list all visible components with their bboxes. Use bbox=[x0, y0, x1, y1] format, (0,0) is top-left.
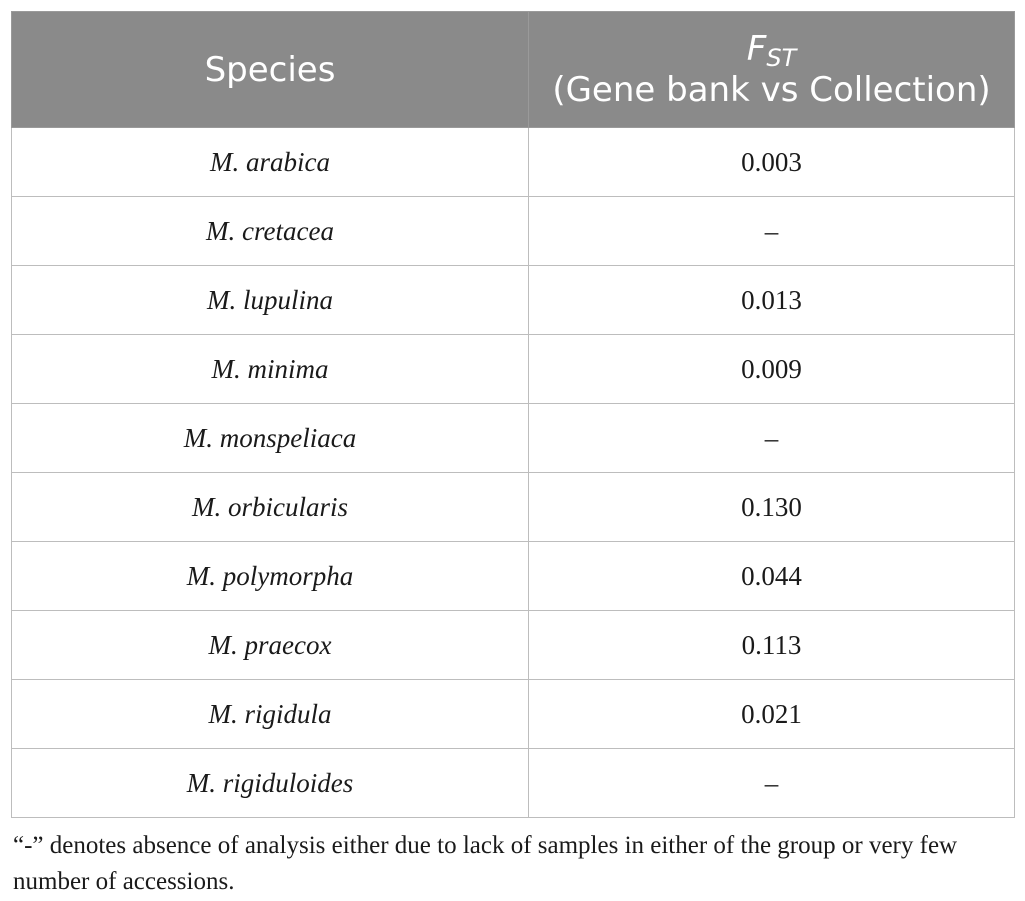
fst-letter: F bbox=[746, 29, 767, 69]
table-header-row: Species FST (Gene bank vs Collection) bbox=[11, 11, 1015, 128]
species-cell: M. cretacea bbox=[11, 196, 529, 266]
table-row: M. praecox 0.113 bbox=[11, 610, 1015, 680]
fst-value-cell: 0.009 bbox=[528, 334, 1015, 404]
species-cell: M. lupulina bbox=[11, 265, 529, 335]
species-cell: M. monspeliaca bbox=[11, 403, 529, 473]
table-row: M. minima 0.009 bbox=[11, 334, 1015, 404]
fst-value-cell: – bbox=[528, 196, 1015, 266]
fst-value-cell: 0.021 bbox=[528, 679, 1015, 749]
species-cell: M. rigiduloides bbox=[11, 748, 529, 818]
fst-value-cell: 0.003 bbox=[528, 127, 1015, 197]
table-row: M. rigidula 0.021 bbox=[11, 679, 1015, 749]
fst-value-cell: – bbox=[528, 748, 1015, 818]
species-cell: M. minima bbox=[11, 334, 529, 404]
fst-subscript: ST bbox=[766, 44, 797, 72]
fst-value-cell: 0.130 bbox=[528, 472, 1015, 542]
species-column-header: Species bbox=[11, 11, 529, 128]
fst-value-cell: 0.113 bbox=[528, 610, 1015, 680]
fst-table-container: Species FST (Gene bank vs Collection) M.… bbox=[11, 11, 1015, 818]
fst-column-header: FST (Gene bank vs Collection) bbox=[528, 11, 1015, 128]
species-cell: M. orbicularis bbox=[11, 472, 529, 542]
species-cell: M. polymorpha bbox=[11, 541, 529, 611]
fst-table: Species FST (Gene bank vs Collection) M.… bbox=[11, 11, 1015, 818]
fst-value-cell: 0.044 bbox=[528, 541, 1015, 611]
fst-symbol: FST bbox=[529, 29, 1014, 72]
fst-subtitle: (Gene bank vs Collection) bbox=[552, 70, 991, 110]
table-row: M. arabica 0.003 bbox=[11, 127, 1015, 197]
table-row: M. polymorpha 0.044 bbox=[11, 541, 1015, 611]
table-footnote: “-” denotes absence of analysis either d… bbox=[13, 832, 958, 895]
table-row: M. orbicularis 0.130 bbox=[11, 472, 1015, 542]
fst-value-cell: – bbox=[528, 403, 1015, 473]
fst-value-cell: 0.013 bbox=[528, 265, 1015, 335]
table-row: M. rigiduloides – bbox=[11, 748, 1015, 818]
species-cell: M. praecox bbox=[11, 610, 529, 680]
species-cell: M. rigidula bbox=[11, 679, 529, 749]
table-row: M. lupulina 0.013 bbox=[11, 265, 1015, 335]
species-cell: M. arabica bbox=[11, 127, 529, 197]
table-row: M. cretacea – bbox=[11, 196, 1015, 266]
table-row: M. monspeliaca – bbox=[11, 403, 1015, 473]
